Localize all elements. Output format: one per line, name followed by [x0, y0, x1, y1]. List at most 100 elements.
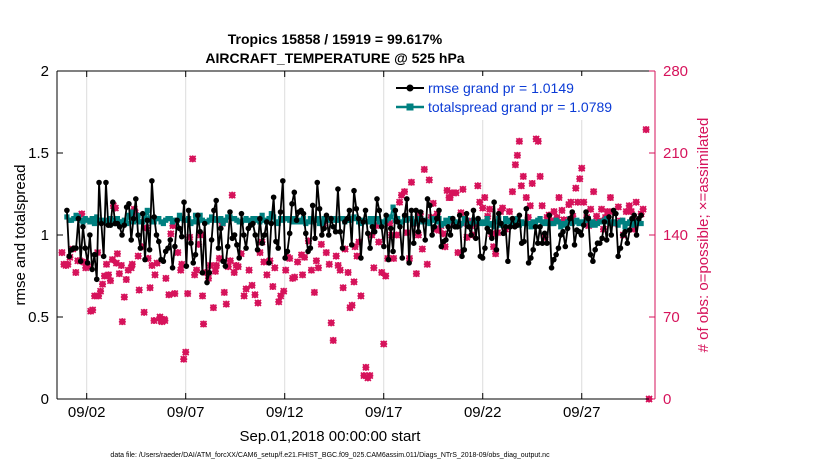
- obs-assimilated-marker: [492, 250, 500, 258]
- rmse-marker: [585, 215, 592, 222]
- rmse-marker: [353, 205, 360, 212]
- rmse-marker: [275, 245, 282, 251]
- rmse-marker: [199, 269, 206, 276]
- rmse-marker: [64, 207, 70, 214]
- rmse-marker: [470, 207, 477, 214]
- obs-assimilated-marker: [98, 280, 107, 288]
- obs-assimilated-marker: [553, 213, 561, 221]
- rmse-marker: [174, 217, 180, 224]
- obs-assimilated-marker: [597, 205, 606, 213]
- obs-assimilated-marker: [95, 292, 103, 300]
- totalspread-marker: [615, 222, 621, 228]
- obs-assimilated-marker: [169, 222, 177, 230]
- rmse-marker: [236, 255, 242, 261]
- rmse-marker: [539, 240, 546, 246]
- obs-assimilated-marker: [534, 137, 542, 145]
- rmse-marker: [410, 240, 417, 246]
- x-tick-label: 09/12: [266, 404, 304, 421]
- rmse-marker: [240, 232, 247, 238]
- rmse-marker: [252, 232, 259, 238]
- obs-assimilated-marker: [291, 273, 299, 281]
- totalspread-marker: [167, 216, 173, 222]
- totalspread-marker: [135, 212, 141, 218]
- y-axis-ticks: 0 0.5 1 1.5 2: [28, 63, 63, 408]
- obs-assimilated-marker: [519, 172, 527, 180]
- obs-assimilated-marker: [248, 281, 256, 289]
- totalspread-marker: [555, 219, 562, 225]
- rmse-marker: [167, 237, 174, 243]
- totalspread-marker: [622, 224, 628, 230]
- obs-assimilated-marker: [189, 155, 197, 163]
- obs-assimilated-marker: [593, 212, 601, 220]
- rmse-marker: [300, 210, 307, 217]
- rmse-marker: [211, 207, 217, 214]
- totalspread-marker: [369, 220, 375, 227]
- totalspread-marker: [427, 220, 433, 227]
- totalspread-marker: [468, 220, 474, 227]
- obs-assimilated-marker: [184, 290, 192, 298]
- obs-assimilated-marker: [256, 249, 264, 257]
- totalspread-marker: [87, 219, 93, 225]
- rmse-marker: [475, 215, 481, 222]
- obs-assimilated-marker: [254, 299, 262, 307]
- rmse-marker: [567, 215, 573, 222]
- obs-assimilated-marker: [131, 209, 139, 217]
- rmse-marker: [472, 235, 479, 242]
- rmse-marker: [541, 230, 548, 237]
- rmse-marker: [367, 245, 373, 251]
- rmse-marker: [383, 212, 389, 219]
- rmse-marker: [188, 240, 194, 246]
- rmse-marker: [84, 260, 91, 266]
- y-tick-label: 0.5: [28, 309, 49, 326]
- obs-assimilated-marker: [448, 189, 456, 197]
- totalspread-marker: [259, 212, 265, 218]
- rmse-marker: [178, 233, 185, 240]
- obs-assimilated-marker: [242, 285, 250, 293]
- rmse-marker: [495, 210, 502, 217]
- obs-assimilated-marker: [414, 231, 422, 239]
- totalspread-marker: [266, 216, 272, 222]
- rmse-marker: [578, 232, 585, 238]
- rmse-marker: [537, 224, 543, 230]
- totalspread-marker: [493, 219, 500, 225]
- obs-assimilated-marker: [558, 206, 566, 214]
- rmse-marker: [135, 232, 141, 238]
- obs-assimilated-marker: [104, 271, 113, 279]
- rmse-marker: [521, 238, 527, 245]
- obs-assimilated-marker: [280, 287, 288, 295]
- totalspread-marker: [627, 219, 633, 225]
- rmse-marker: [624, 240, 631, 246]
- obs-assimilated-marker: [375, 238, 383, 246]
- totalspread-marker: [620, 217, 626, 223]
- totalspread-marker: [128, 209, 134, 215]
- obs-assimilated-marker: [72, 268, 80, 277]
- rmse-marker: [580, 222, 587, 228]
- obs-assimilated-marker: [134, 252, 142, 260]
- obs-assimilated-marker: [435, 226, 443, 234]
- rmse-marker: [587, 251, 594, 258]
- obs-assimilated-marker: [220, 288, 228, 296]
- rmse-marker: [429, 232, 435, 238]
- rmse-marker: [195, 212, 201, 219]
- totalspread-marker: [190, 219, 196, 225]
- rmse-marker: [98, 220, 105, 227]
- plot-area: [58, 126, 653, 403]
- obs-assimilated-marker: [336, 266, 344, 274]
- obs-assimilated-marker: [572, 184, 580, 192]
- rmse-marker: [192, 251, 199, 258]
- rmse-marker: [615, 253, 621, 260]
- rmse-marker: [222, 263, 229, 269]
- obs-assimilated-marker: [304, 237, 313, 245]
- obs-assimilated-marker: [298, 271, 307, 279]
- rmse-marker: [420, 217, 426, 224]
- rmse-marker: [128, 237, 135, 243]
- obs-assimilated-marker: [360, 372, 368, 380]
- data-file-footer: data file: /Users/raeder/DAI/ATM_forcXX/…: [110, 452, 550, 459]
- obs-assimilated-marker: [286, 254, 294, 262]
- totalspread-marker: [441, 220, 447, 227]
- obs-assimilated-marker: [96, 287, 105, 295]
- rmse-marker: [266, 260, 272, 266]
- obs-assimilated-marker: [580, 198, 588, 206]
- obs-assimilated-marker: [102, 260, 111, 268]
- y-axis-label: rmse and totalspread: [12, 165, 29, 306]
